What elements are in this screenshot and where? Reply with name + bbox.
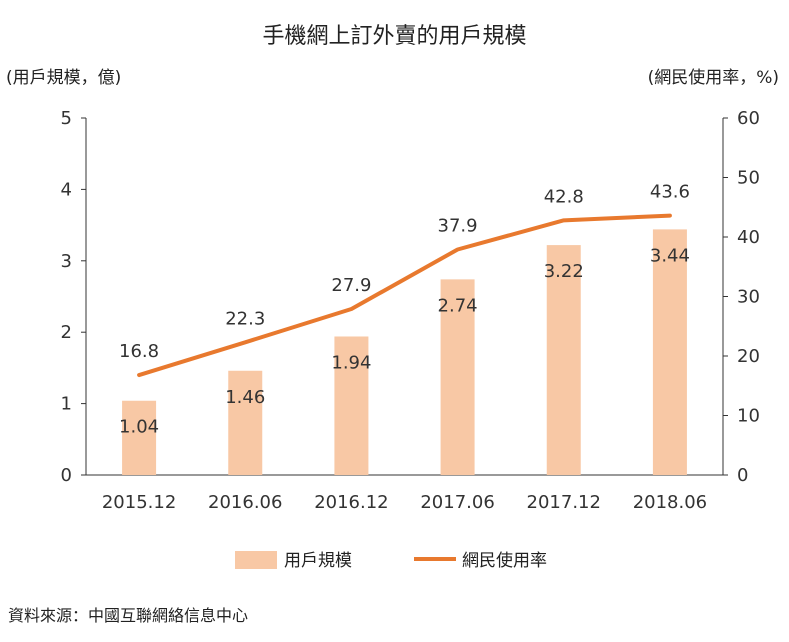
left-tick-label: 0 <box>61 465 72 486</box>
right-tick-label: 50 <box>737 168 760 189</box>
x-tick-label: 2017.06 <box>420 492 494 513</box>
line-value-label: 37.9 <box>438 215 478 236</box>
source-note: 資料來源：中國互聯網絡信息中心 <box>8 606 249 625</box>
right-tick-label: 60 <box>737 108 760 129</box>
left-tick-label: 1 <box>61 394 72 415</box>
right-axis-title: (網民使用率，%) <box>647 68 779 88</box>
right-tick-label: 10 <box>737 406 760 427</box>
left-axis-title: (用戶規模，億) <box>6 68 122 88</box>
x-tick-label: 2018.06 <box>633 492 707 513</box>
left-tick-label: 2 <box>61 322 72 343</box>
line-value-label: 27.9 <box>331 275 371 296</box>
x-tick-label: 2015.12 <box>102 492 176 513</box>
line-value-label: 42.8 <box>544 186 584 207</box>
legend-bar-swatch <box>235 551 277 569</box>
right-tick-label: 30 <box>737 287 760 308</box>
x-tick-label: 2016.12 <box>314 492 388 513</box>
left-tick-label: 5 <box>61 108 72 129</box>
bar-2015.12 <box>122 400 157 475</box>
bar-value-label: 3.44 <box>650 245 690 266</box>
bar-value-label: 1.04 <box>119 417 159 438</box>
bar-2016.12 <box>334 336 369 475</box>
line-value-label: 22.3 <box>225 308 265 329</box>
usage-rate-line <box>137 213 672 378</box>
bar-2016.06 <box>228 370 263 475</box>
right-tick-label: 20 <box>737 346 760 367</box>
legend-line-label: 網民使用率 <box>462 551 547 571</box>
left-tick-label: 3 <box>61 251 72 272</box>
bar-value-label: 3.22 <box>544 261 584 282</box>
x-tick-label: 2017.12 <box>527 492 601 513</box>
bar-value-label: 1.94 <box>331 352 371 373</box>
legend-bar-label: 用戶規模 <box>284 551 352 571</box>
x-tick-label: 2016.06 <box>208 492 282 513</box>
legend-line-swatch <box>414 557 456 561</box>
left-tick-label: 4 <box>61 179 72 200</box>
bar-value-label: 2.74 <box>438 295 478 316</box>
bar-value-label: 1.46 <box>225 387 265 408</box>
right-tick-label: 0 <box>737 465 748 486</box>
chart-title: 手機網上訂外賣的用戶規模 <box>262 24 527 49</box>
bar-2017.06 <box>440 279 475 475</box>
line-value-label: 43.6 <box>650 182 690 203</box>
bar-2018.06 <box>652 229 687 475</box>
right-tick-label: 40 <box>737 227 760 248</box>
bar-2017.12 <box>546 245 581 475</box>
line-value-label: 16.8 <box>119 341 159 362</box>
